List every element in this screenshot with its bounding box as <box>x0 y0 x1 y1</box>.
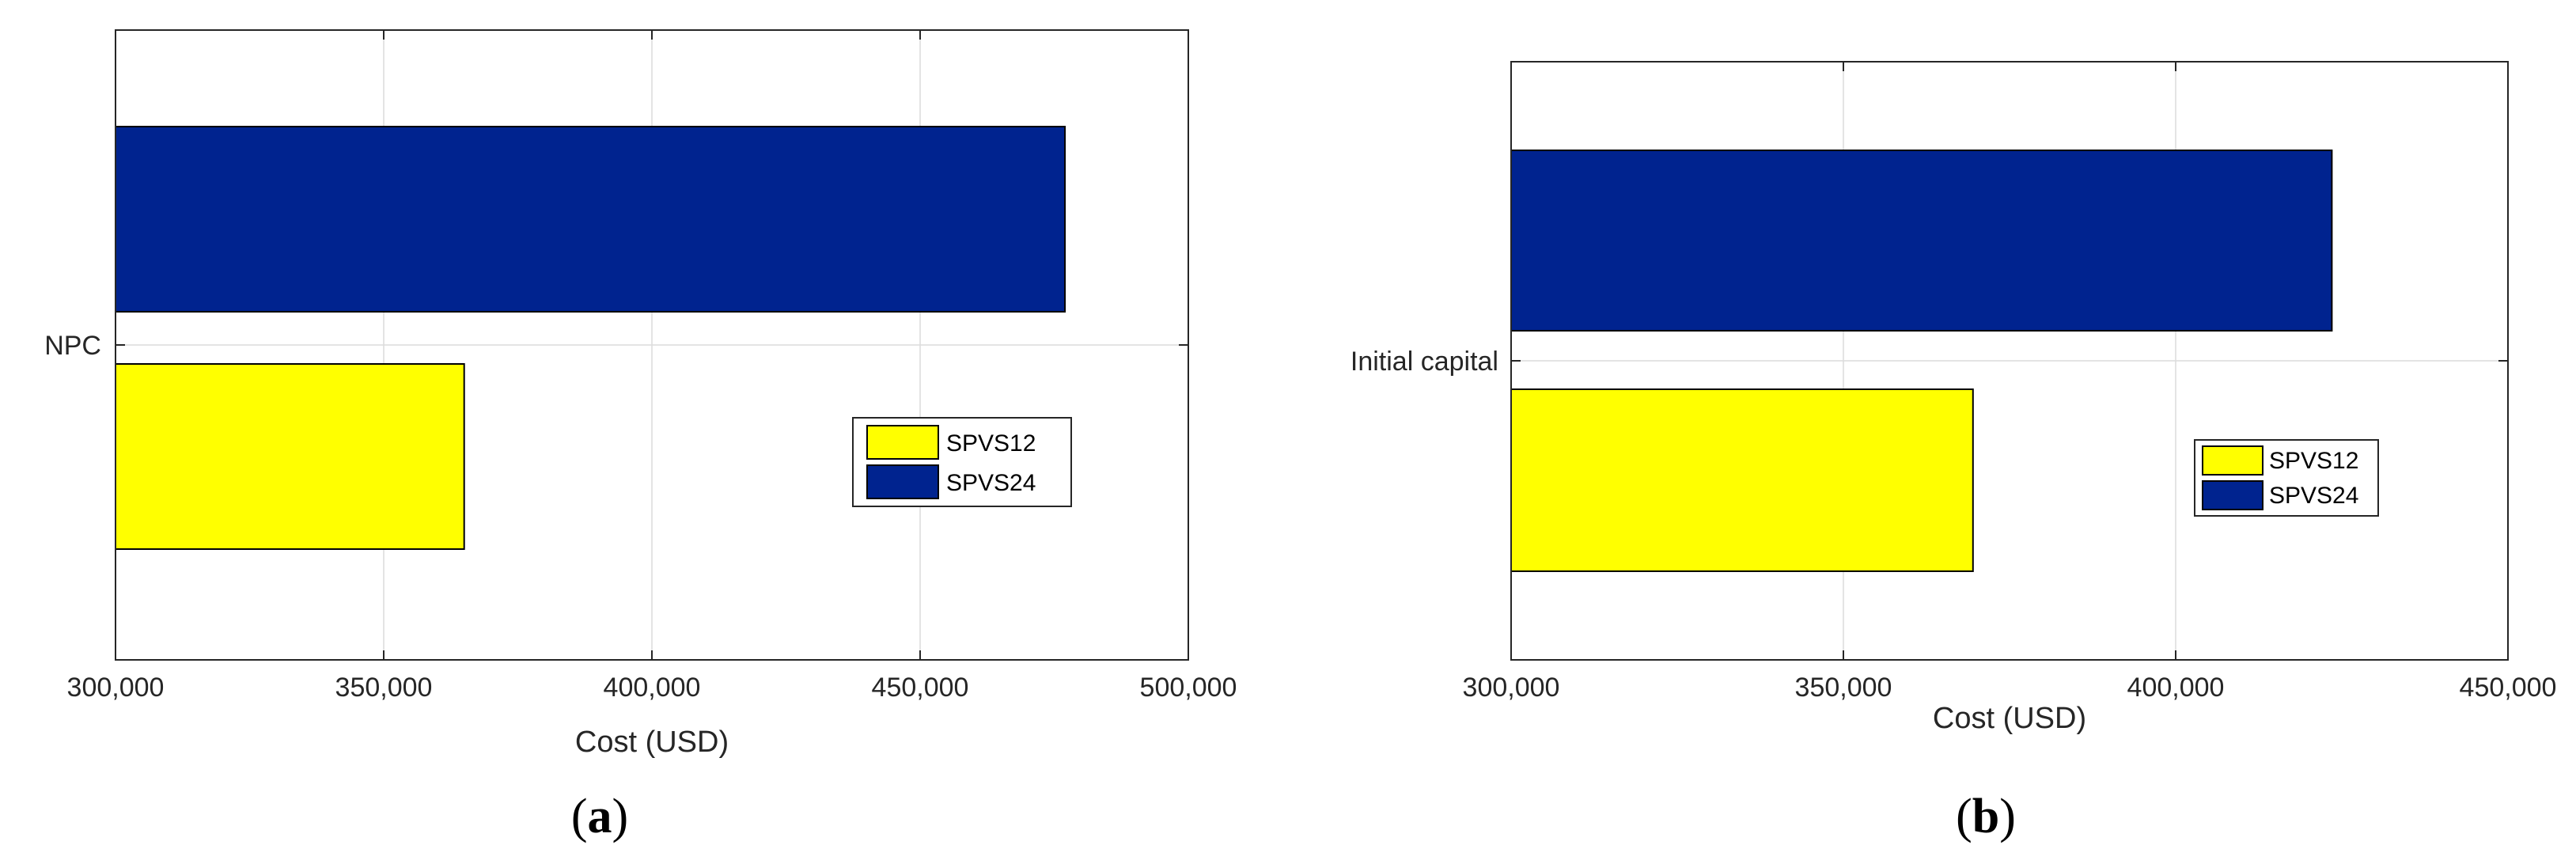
x-tick-label: 300,000 <box>67 673 165 703</box>
legend-label-spvs24: SPVS24 <box>946 470 1036 496</box>
x-tick-label: 450,000 <box>2460 673 2557 703</box>
x-axis-label: Cost (USD) <box>1933 702 2086 735</box>
legend-label-spvs12: SPVS12 <box>946 430 1036 457</box>
panel-label-b: (b) <box>1956 790 2016 843</box>
chart-panel-b: 300,000 350,000 400,000 450,000 Initial capi… <box>1351 61 2557 843</box>
legend-label-spvs12: SPVS12 <box>2269 448 2358 474</box>
bar-spvs24 <box>115 126 1066 313</box>
x-tick-label: 400,000 <box>2127 673 2225 703</box>
bar-spvs24 <box>1510 150 2333 332</box>
bars <box>1510 150 2333 572</box>
x-tick-label: 500,000 <box>1140 673 1237 703</box>
bar-spvs12 <box>1510 388 1974 572</box>
ticks: 300,000 350,000 400,000 450,000 Initial capi… <box>1351 62 2557 703</box>
x-tick-label: 400,000 <box>604 673 701 703</box>
legend: SPVS12 SPVS24 <box>852 417 1072 507</box>
panel-label-a: (a) <box>571 790 628 843</box>
bars <box>115 126 1066 550</box>
legend: SPVS12 SPVS24 <box>2194 439 2379 517</box>
legend-swatch-spvs12 <box>866 425 939 460</box>
legend-label-spvs24: SPVS24 <box>2269 483 2358 509</box>
x-tick-label: 450,000 <box>872 673 969 703</box>
x-tick-label: 300,000 <box>1463 673 1560 703</box>
y-category-label: Initial capital <box>1351 347 1498 377</box>
x-tick-label: 350,000 <box>335 673 433 703</box>
x-tick-label: 350,000 <box>1795 673 1892 703</box>
x-axis-label: Cost (USD) <box>575 726 729 759</box>
ticks: 300,000 350,000 400,000 450,000 500,000 NPC <box>44 30 1237 703</box>
y-category-label: NPC <box>44 331 101 361</box>
chart-panel-a: 300,000 350,000 400,000 450,000 500,000 NPC C… <box>44 29 1237 843</box>
legend-swatch-spvs24 <box>866 464 939 499</box>
bar-spvs12 <box>115 363 465 550</box>
legend-swatch-spvs24 <box>2202 480 2263 510</box>
legend-swatch-spvs12 <box>2202 445 2263 476</box>
